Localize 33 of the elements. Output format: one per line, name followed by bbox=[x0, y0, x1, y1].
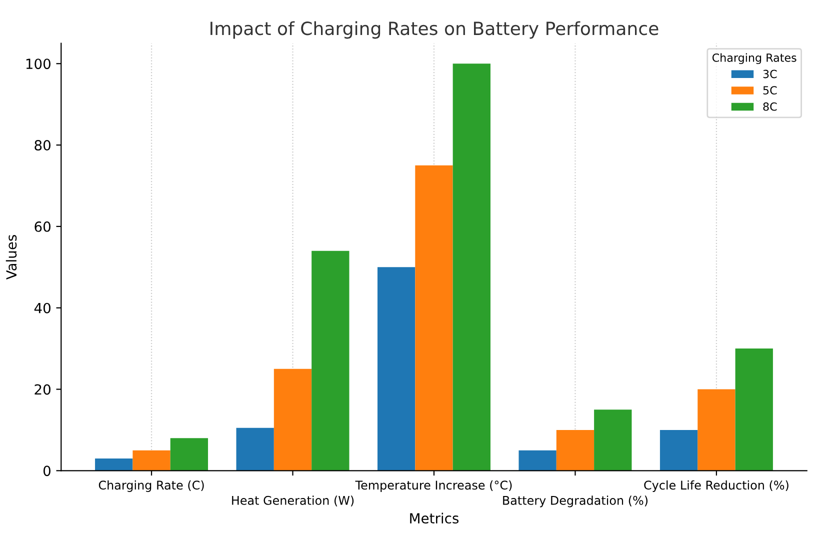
y-axis-title: Values bbox=[6, 234, 17, 280]
bar bbox=[377, 267, 416, 471]
legend-label: 5C bbox=[763, 86, 777, 94]
x-tick-label: Charging Rate (C) bbox=[98, 480, 204, 492]
x-tick-label: Heat Generation (W) bbox=[232, 496, 354, 506]
bar bbox=[312, 250, 350, 471]
x-tick-label: Cycle Life Reduction (%) bbox=[644, 480, 788, 492]
chart-title: Impact of Charging Rates on Battery Performance bbox=[210, 21, 658, 39]
bar bbox=[170, 438, 208, 471]
y-tick-label: 0 bbox=[43, 466, 50, 476]
y-tick-label: 100 bbox=[26, 58, 50, 70]
y-tick-label: 20 bbox=[34, 384, 50, 395]
y-tick-label: 40 bbox=[34, 302, 50, 314]
y-tick-label: 60 bbox=[34, 221, 50, 232]
legend-label: 3C bbox=[763, 70, 777, 78]
bar bbox=[95, 458, 133, 471]
bar bbox=[660, 430, 698, 471]
bar bbox=[594, 410, 632, 471]
bar bbox=[274, 368, 312, 471]
bar bbox=[735, 348, 773, 471]
y-tick-label: 80 bbox=[34, 140, 50, 151]
bar bbox=[518, 450, 556, 471]
legend-label: 8C bbox=[763, 102, 777, 111]
bar bbox=[236, 428, 274, 471]
bar bbox=[556, 430, 594, 471]
bar bbox=[132, 450, 170, 471]
x-tick-label: Temperature Increase (°C) bbox=[355, 480, 512, 492]
bar bbox=[698, 389, 736, 471]
legend-title: Charging Rates bbox=[712, 53, 796, 64]
x-axis-title: Metrics bbox=[410, 512, 459, 524]
bar bbox=[415, 165, 453, 471]
x-tick-label: Battery Degradation (%) bbox=[503, 496, 648, 508]
bar bbox=[452, 64, 490, 471]
